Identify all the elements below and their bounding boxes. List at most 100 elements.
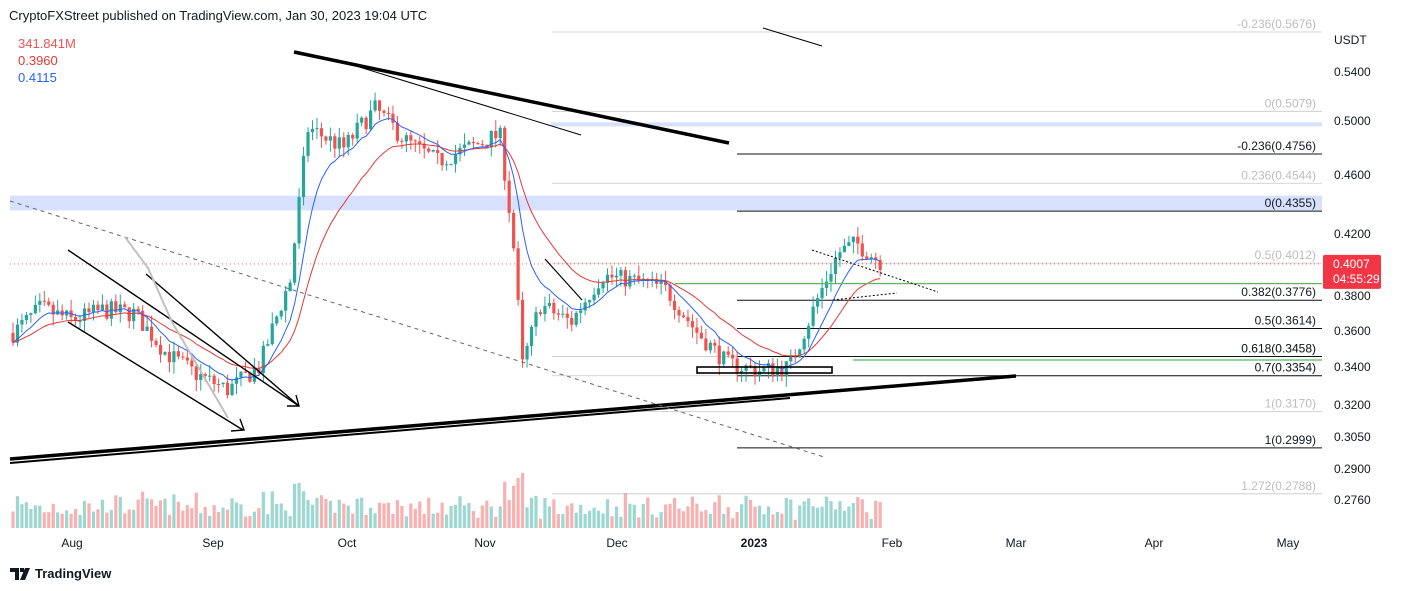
- candle-body: [444, 164, 449, 166]
- candle-body: [176, 351, 180, 357]
- price-tick-label: 0.3200: [1334, 398, 1371, 412]
- candle-body: [167, 351, 172, 363]
- wedge-bottom: [67, 321, 244, 431]
- candle-body: [391, 113, 395, 123]
- volume-bar: [672, 497, 677, 528]
- volume-bar: [194, 492, 198, 528]
- candle-body: [127, 307, 131, 322]
- volume-bar: [704, 509, 708, 528]
- volume-bar: [42, 512, 46, 528]
- volume-bar: [619, 516, 623, 528]
- candle-body: [185, 357, 189, 361]
- candle-body: [838, 252, 842, 259]
- volume-bar: [404, 516, 408, 528]
- volume-bar: [512, 485, 516, 528]
- volume-bar: [11, 511, 15, 528]
- volume-bar: [328, 500, 332, 528]
- candle-body: [480, 144, 484, 146]
- volume-bar: [301, 491, 306, 528]
- candle-body: [820, 287, 824, 299]
- volume-bar: [167, 514, 172, 528]
- fib-label: 0.618(0.3458): [1241, 342, 1316, 356]
- candle-body: [811, 306, 815, 326]
- candle-body: [780, 367, 784, 377]
- candle-body: [592, 294, 596, 301]
- volume-bar: [753, 506, 757, 528]
- volume-bar: [15, 496, 20, 528]
- fib-label: 0.7(0.3354): [1255, 361, 1316, 375]
- candle-body: [588, 300, 592, 303]
- flag-line: [544, 258, 583, 301]
- candle-body: [829, 273, 833, 282]
- volume-bar: [118, 496, 122, 528]
- volume-bar: [650, 514, 654, 528]
- volume-bar: [498, 506, 502, 528]
- volume-bar: [847, 506, 851, 528]
- candle-body: [404, 135, 408, 142]
- candle-body: [306, 132, 310, 156]
- candle-body: [798, 349, 802, 358]
- candle-body: [73, 316, 78, 322]
- volume-bar: [418, 501, 422, 528]
- candle-body: [520, 299, 525, 360]
- volume-bar: [543, 498, 547, 528]
- candle-body: [15, 324, 20, 343]
- volume-bar: [628, 503, 632, 528]
- volume-bar: [288, 516, 292, 528]
- volume-bar: [369, 507, 373, 528]
- candle-body: [132, 308, 136, 322]
- candle-body: [516, 248, 520, 300]
- volume-bar: [176, 501, 180, 528]
- volume-bar: [377, 502, 382, 528]
- volume-bar: [297, 482, 301, 528]
- fib-label: 0.7(0.3354): [1255, 361, 1316, 375]
- publisher-header: CryptoFXStreet published on TradingView.…: [9, 8, 427, 23]
- volume-bar: [789, 499, 793, 528]
- fib-label: 1(0.2999): [1265, 433, 1316, 447]
- tradingview-brand: TradingView: [35, 566, 112, 581]
- volume-bar: [690, 496, 695, 528]
- volume-bar: [623, 493, 627, 528]
- candle-body: [722, 351, 726, 365]
- volume-bar: [386, 502, 391, 528]
- volume-bar: [337, 499, 341, 528]
- price-tick-label: 0.2760: [1334, 493, 1371, 507]
- tradingview-logo-icon: [10, 567, 30, 580]
- candle-body: [38, 300, 42, 305]
- volume-bar: [614, 506, 619, 528]
- candle-body: [319, 128, 324, 137]
- candle-body: [230, 383, 234, 396]
- candle-body: [11, 332, 15, 343]
- volume-bar: [310, 504, 315, 528]
- volume-bar: [476, 517, 480, 528]
- price-tick-label: 0.3600: [1334, 324, 1371, 338]
- time-tick-label: Feb: [882, 536, 903, 550]
- candle-body: [659, 280, 663, 284]
- candle-body: [225, 382, 230, 396]
- candle-body: [355, 122, 359, 139]
- bar-countdown: 04:55:29: [1333, 272, 1380, 286]
- volume-bar: [458, 496, 462, 528]
- candle-body: [141, 310, 145, 331]
- volume-bar: [69, 513, 73, 528]
- time-tick-label: Apr: [1145, 536, 1164, 550]
- volume-bar: [793, 519, 797, 528]
- last-price-value: 0.4007: [1333, 257, 1370, 271]
- volume-bar: [360, 497, 364, 528]
- volume-bar: [561, 513, 565, 528]
- candle-body: [418, 141, 422, 144]
- volume-bar: [225, 509, 230, 528]
- tradingview-footer[interactable]: TradingView: [10, 566, 111, 581]
- candle-body: [489, 130, 493, 148]
- volume-bar: [851, 503, 855, 528]
- volume-bar: [243, 516, 248, 528]
- volume-bar: [163, 498, 167, 528]
- volume-bar: [431, 513, 435, 528]
- volume-bar: [47, 512, 51, 528]
- candle-body: [753, 366, 757, 377]
- volume-bar: [154, 505, 158, 528]
- candle-body: [860, 243, 864, 257]
- candle-body: [136, 308, 140, 311]
- volume-bar: [319, 495, 324, 528]
